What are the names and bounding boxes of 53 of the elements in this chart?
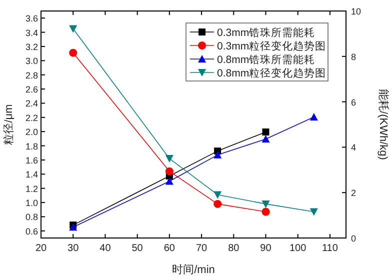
x-tick-label: 100 [290, 243, 307, 254]
point [214, 191, 222, 199]
y2-tick-label: 10 [351, 6, 362, 16]
point [262, 135, 270, 143]
y-tick-label: 0.6 [25, 226, 38, 236]
y2-tick-label: 2 [351, 188, 356, 198]
y-tick-label: 0.8 [25, 212, 38, 222]
y-tick-label: 2.4 [25, 98, 38, 109]
point [214, 200, 222, 208]
y-axis-title: 粒径/μm [3, 104, 15, 145]
point [214, 150, 222, 158]
point [310, 208, 318, 216]
y-tick-label: 3.0 [25, 56, 38, 66]
point [310, 113, 318, 121]
y2-tick-label: 4 [351, 142, 356, 153]
y-tick-label: 1.4 [25, 170, 38, 180]
y-tick-label: 3.6 [25, 14, 38, 24]
y-tick-label: 3.2 [25, 42, 38, 52]
legend-label: 0.8mm锆珠所需能耗 [217, 53, 316, 66]
y-tick-label: 2.0 [25, 127, 38, 138]
point [165, 155, 174, 163]
x-tick-label: 110 [322, 243, 338, 254]
y2-tick-label: 8 [351, 52, 356, 62]
y-tick-label: 3.4 [25, 28, 38, 38]
point [262, 128, 270, 136]
x-tick-label: 70 [196, 243, 208, 254]
legend-label: 0.8mm粒径变化趋势图 [217, 66, 326, 80]
y-tick-label: 1.2 [25, 184, 38, 194]
y-tick-label: 1.8 [25, 141, 38, 152]
point [69, 48, 78, 57]
y-tick-label: 2.2 [25, 112, 38, 123]
x-axis-title: 时间/min [172, 263, 215, 276]
y-tick-label: 1.6 [25, 155, 38, 166]
y-tick-label: 2.6 [25, 84, 38, 95]
x-tick-label: 20 [35, 243, 47, 254]
y2-axis-title: 能耗/(KWh/kg) [377, 89, 390, 160]
x-tick-label: 50 [132, 243, 144, 254]
y2-tick-label: 0 [351, 234, 356, 244]
point [262, 208, 270, 216]
y2-tick-label: 6 [351, 97, 356, 108]
x-tick-label: 90 [260, 243, 272, 254]
y-tick-label: 2.8 [25, 70, 38, 80]
point [165, 167, 174, 176]
point [165, 177, 174, 185]
point [262, 200, 270, 208]
y-tick-label: 1.0 [25, 198, 38, 208]
x-tick-label: 40 [100, 243, 112, 254]
x-tick-label: 60 [164, 243, 176, 254]
legend-label: 0.3mm锆珠所需能耗 [217, 26, 316, 39]
x-tick-label: 80 [228, 243, 240, 254]
point [69, 25, 78, 33]
x-tick-label: 30 [68, 243, 80, 254]
legend-label: 0.3mm粒径变化趋势图 [217, 40, 326, 52]
